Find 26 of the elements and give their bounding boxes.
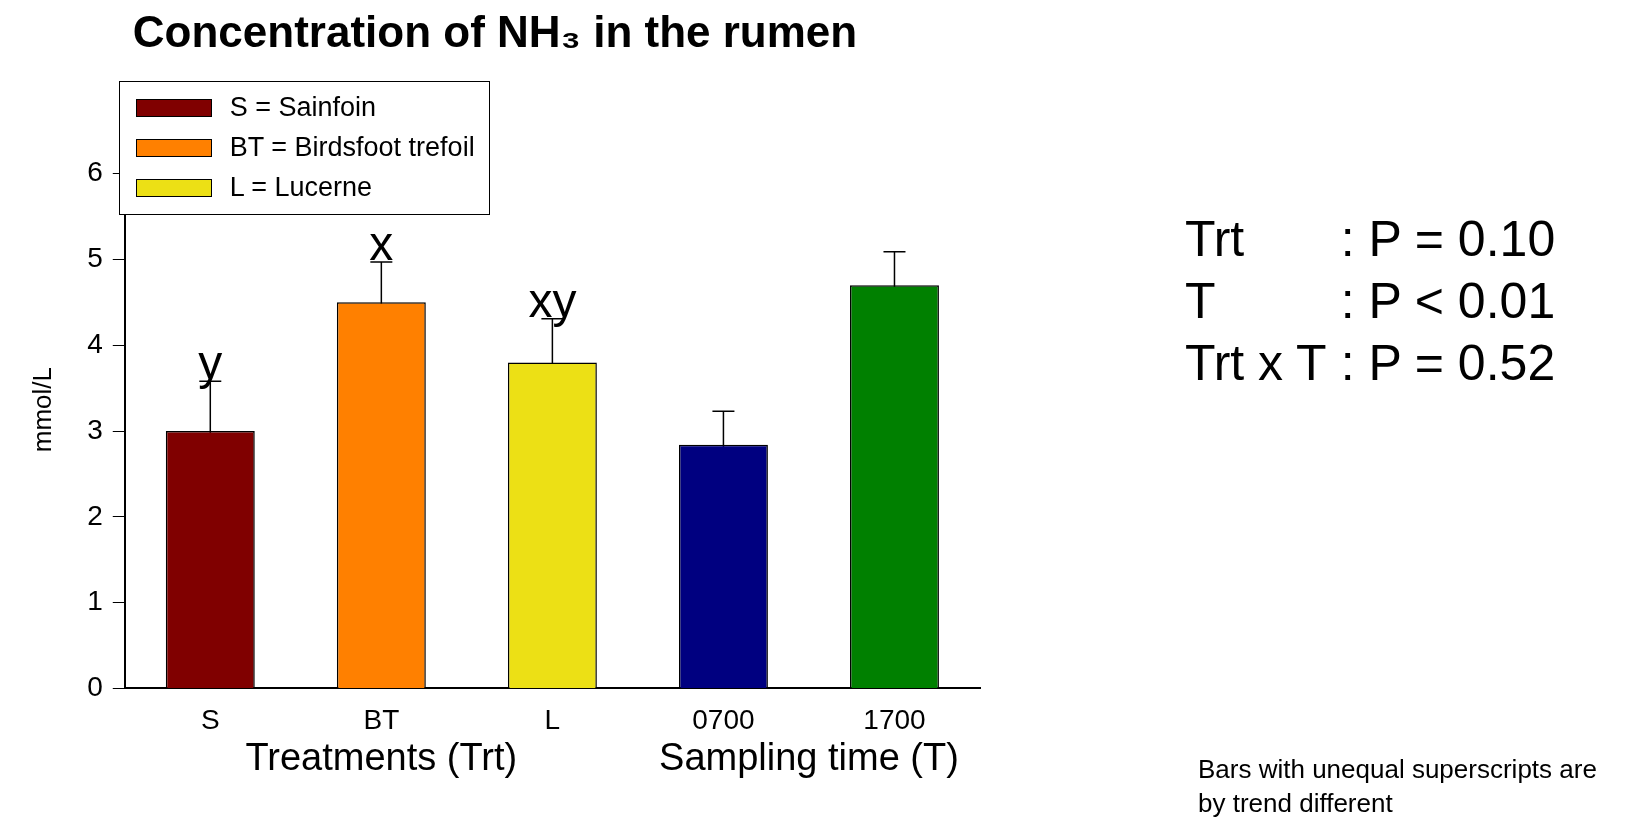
x-tick-label: 1700 [863,703,926,735]
text: T : P < 0.01 [1185,273,1556,329]
x-tick-label: BT [363,703,400,735]
legend-label: BT = Birdsfoot trefoil [229,132,475,164]
text: Trt : P = 0.10 [1185,211,1556,267]
chart-title: Concentration of NH₃ in the rumen [132,6,858,56]
y-tick-label: 2 [87,499,103,531]
text: Sampling time (T) [659,736,959,780]
y-tick-label: 0 [87,671,103,703]
data-label: y [198,336,223,390]
x-tick-label: 0700 [692,703,755,735]
y-tick-label: 3 [87,413,103,445]
text: Trt x T : P = 0.52 [1185,334,1556,393]
y-tick-label: 4 [87,327,103,359]
x-tick-label: L [544,703,561,735]
y-tick-label: 5 [87,242,103,274]
y-tick-label: 1 [87,585,103,617]
x-tick-label: S [200,703,220,735]
y-tick-label: 6 [87,156,103,188]
text: Bars with unequal superscripts are by trend different [1198,753,1598,820]
legend-label: S = Sainfoin [229,92,377,124]
data-label: x [369,217,394,271]
data-label: xy [528,273,577,327]
y-axis-title: mmol/L [26,366,57,453]
legend-label: L = Lucerne [229,172,373,204]
text: Treatments (Trt) [245,736,518,780]
